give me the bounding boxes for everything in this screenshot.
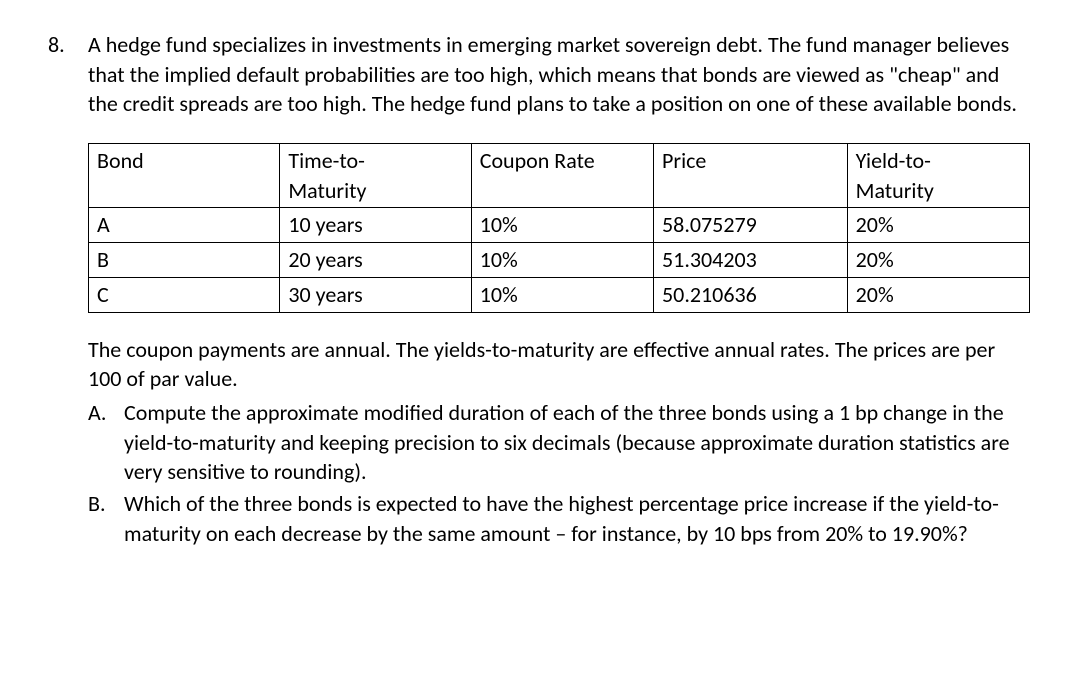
cell-price: 51.304203 [654,243,848,278]
header-ttm-line1: Time-to- [288,147,365,174]
header-bond: Bond [89,144,280,208]
sub-question-a: A. Compute the approximate modified dura… [88,398,1030,487]
sub-body-b: Which of the three bonds is expected to … [124,489,1030,548]
cell-coupon: 10% [471,243,653,278]
header-time-to-maturity: Time-to- Maturity [280,144,471,208]
header-price-text: Price [662,147,706,174]
cell-coupon: 10% [471,208,653,243]
cell-bond: B [89,243,280,278]
cell-ytm: 20% [847,243,1029,278]
header-yield-to-maturity: Yield-to- Maturity [847,144,1029,208]
cell-ttm: 10 years [280,208,471,243]
question-body: A hedge fund specializes in investments … [88,30,1030,548]
header-bond-text: Bond [97,147,144,174]
question-intro-text: A hedge fund specializes in investments … [88,30,1030,119]
cell-ytm: 20% [847,208,1029,243]
sub-letter-a: A. [88,398,112,487]
table-row: C 30 years 10% 50.210636 20% [89,277,1030,312]
cell-ytm: 20% [847,277,1029,312]
cell-bond: C [89,277,280,312]
cell-ttm: 30 years [280,277,471,312]
header-price: Price [654,144,848,208]
bonds-table: Bond Time-to- Maturity Coupon Rate Price… [88,143,1030,312]
cell-price: 58.075279 [654,208,848,243]
table-row: B 20 years 10% 51.304203 20% [89,243,1030,278]
question-number: 8. [48,30,72,548]
cell-bond: A [89,208,280,243]
header-ytm-line2: Maturity [856,177,934,204]
cell-coupon: 10% [471,277,653,312]
header-ytm-line1: Yield-to- [856,147,931,174]
note-text: The coupon payments are annual. The yiel… [88,335,1030,394]
sub-letter-b: B. [88,489,112,548]
sub-body-a: Compute the approximate modified duratio… [124,398,1030,487]
header-coupon-rate: Coupon Rate [471,144,653,208]
header-coupon-text: Coupon Rate [480,147,595,174]
sub-question-b: B. Which of the three bonds is expected … [88,489,1030,548]
table-header-row: Bond Time-to- Maturity Coupon Rate Price… [89,144,1030,208]
cell-ttm: 20 years [280,243,471,278]
question-wrapper: 8. A hedge fund specializes in investmen… [48,30,1030,548]
cell-price: 50.210636 [654,277,848,312]
header-ttm-line2: Maturity [288,177,366,204]
table-row: A 10 years 10% 58.075279 20% [89,208,1030,243]
